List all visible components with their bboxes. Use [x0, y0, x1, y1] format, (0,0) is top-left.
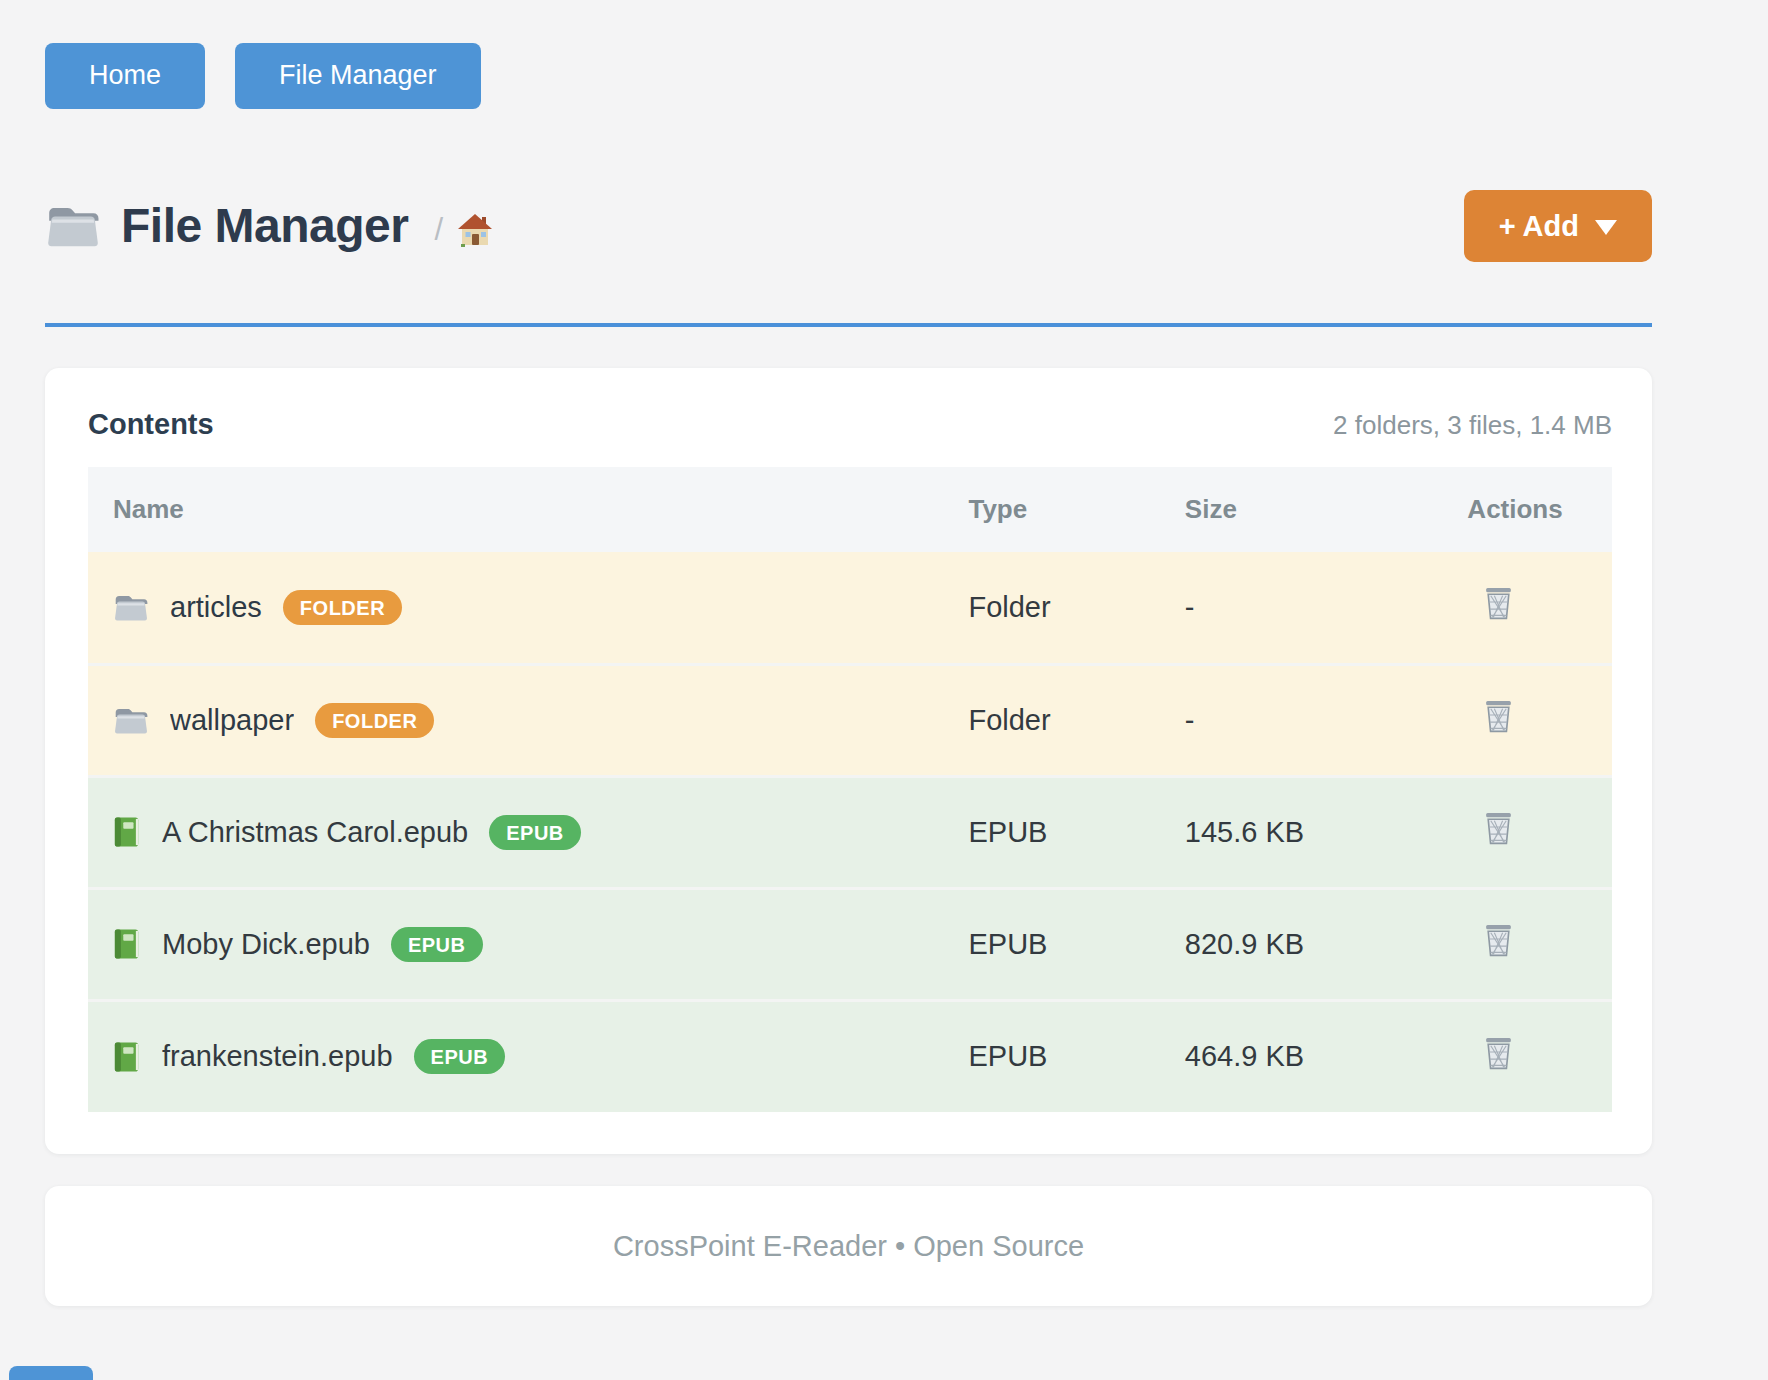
table-row[interactable]: Moby Dick.epub EPUB EPUB 820.9 KB	[88, 888, 1612, 1000]
size-cell: -	[1155, 552, 1445, 664]
type-cell: EPUB	[941, 1000, 1154, 1112]
size-cell: 145.6 KB	[1155, 776, 1445, 888]
size-cell: 464.9 KB	[1155, 1000, 1445, 1112]
type-cell: EPUB	[941, 888, 1154, 1000]
page-title: File Manager	[121, 200, 408, 253]
column-header-actions: Actions	[1444, 467, 1612, 552]
type-badge: FOLDER	[283, 590, 402, 625]
trash-icon	[1483, 699, 1514, 734]
book-icon	[113, 928, 141, 960]
type-cell: EPUB	[941, 776, 1154, 888]
footer-text: CrossPoint E-Reader • Open Source	[613, 1230, 1084, 1263]
nav-button-file-manager[interactable]: File Manager	[235, 43, 481, 109]
delete-button[interactable]	[1483, 1036, 1514, 1071]
delete-button[interactable]	[1483, 586, 1514, 621]
nav-button-home[interactable]: Home	[45, 43, 205, 109]
file-table: NameTypeSizeActions articles FOLDER Fold…	[88, 467, 1612, 1112]
page-header: File Manager / + Add	[45, 190, 1652, 327]
folder-icon	[113, 705, 149, 736]
file-name[interactable]: articles	[170, 591, 262, 624]
file-table-body: articles FOLDER Folder -	[88, 552, 1612, 1112]
size-cell: -	[1155, 664, 1445, 776]
trash-icon	[1483, 923, 1514, 958]
file-name[interactable]: Moby Dick.epub	[162, 928, 370, 961]
add-button[interactable]: + Add	[1464, 190, 1652, 262]
delete-button[interactable]	[1483, 699, 1514, 734]
type-badge: EPUB	[414, 1039, 506, 1074]
column-header-type: Type	[941, 467, 1154, 552]
type-badge: EPUB	[391, 927, 483, 962]
delete-button[interactable]	[1483, 811, 1514, 846]
table-header-row: NameTypeSizeActions	[88, 467, 1612, 552]
table-row[interactable]: wallpaper FOLDER Folder -	[88, 664, 1612, 776]
type-cell: Folder	[941, 664, 1154, 776]
folder-icon	[45, 202, 101, 250]
file-name[interactable]: frankenstein.epub	[162, 1040, 393, 1073]
column-header-size: Size	[1155, 467, 1445, 552]
type-badge: EPUB	[489, 815, 581, 850]
contents-card: Contents 2 folders, 3 files, 1.4 MB Name…	[45, 368, 1652, 1154]
page: Home File Manager File Manager / +	[0, 0, 1768, 1306]
file-name[interactable]: A Christmas Carol.epub	[162, 816, 468, 849]
book-icon	[113, 1041, 141, 1073]
trash-icon	[1483, 1036, 1514, 1071]
top-nav: Home File Manager	[45, 43, 1652, 109]
chevron-down-icon	[1595, 220, 1617, 235]
trash-icon	[1483, 811, 1514, 846]
contents-card-header: Contents 2 folders, 3 files, 1.4 MB	[88, 408, 1612, 441]
book-icon	[113, 816, 141, 848]
contents-title: Contents	[88, 408, 214, 441]
type-badge: FOLDER	[315, 703, 434, 738]
trash-icon	[1483, 586, 1514, 621]
column-header-name: Name	[88, 467, 941, 552]
contents-summary: 2 folders, 3 files, 1.4 MB	[1333, 410, 1612, 441]
table-row[interactable]: articles FOLDER Folder -	[88, 552, 1612, 664]
breadcrumb-separator: /	[434, 212, 443, 248]
size-cell: 820.9 KB	[1155, 888, 1445, 1000]
title-group: File Manager /	[45, 200, 493, 253]
folder-icon	[113, 592, 149, 623]
offscreen-button-sliver[interactable]	[9, 1366, 93, 1380]
delete-button[interactable]	[1483, 923, 1514, 958]
footer-card: CrossPoint E-Reader • Open Source	[45, 1186, 1652, 1306]
type-cell: Folder	[941, 552, 1154, 664]
home-breadcrumb-icon[interactable]	[457, 213, 493, 247]
table-row[interactable]: A Christmas Carol.epub EPUB EPUB 145.6 K…	[88, 776, 1612, 888]
table-row[interactable]: frankenstein.epub EPUB EPUB 464.9 KB	[88, 1000, 1612, 1112]
file-name[interactable]: wallpaper	[170, 704, 294, 737]
add-button-label: + Add	[1499, 211, 1579, 241]
